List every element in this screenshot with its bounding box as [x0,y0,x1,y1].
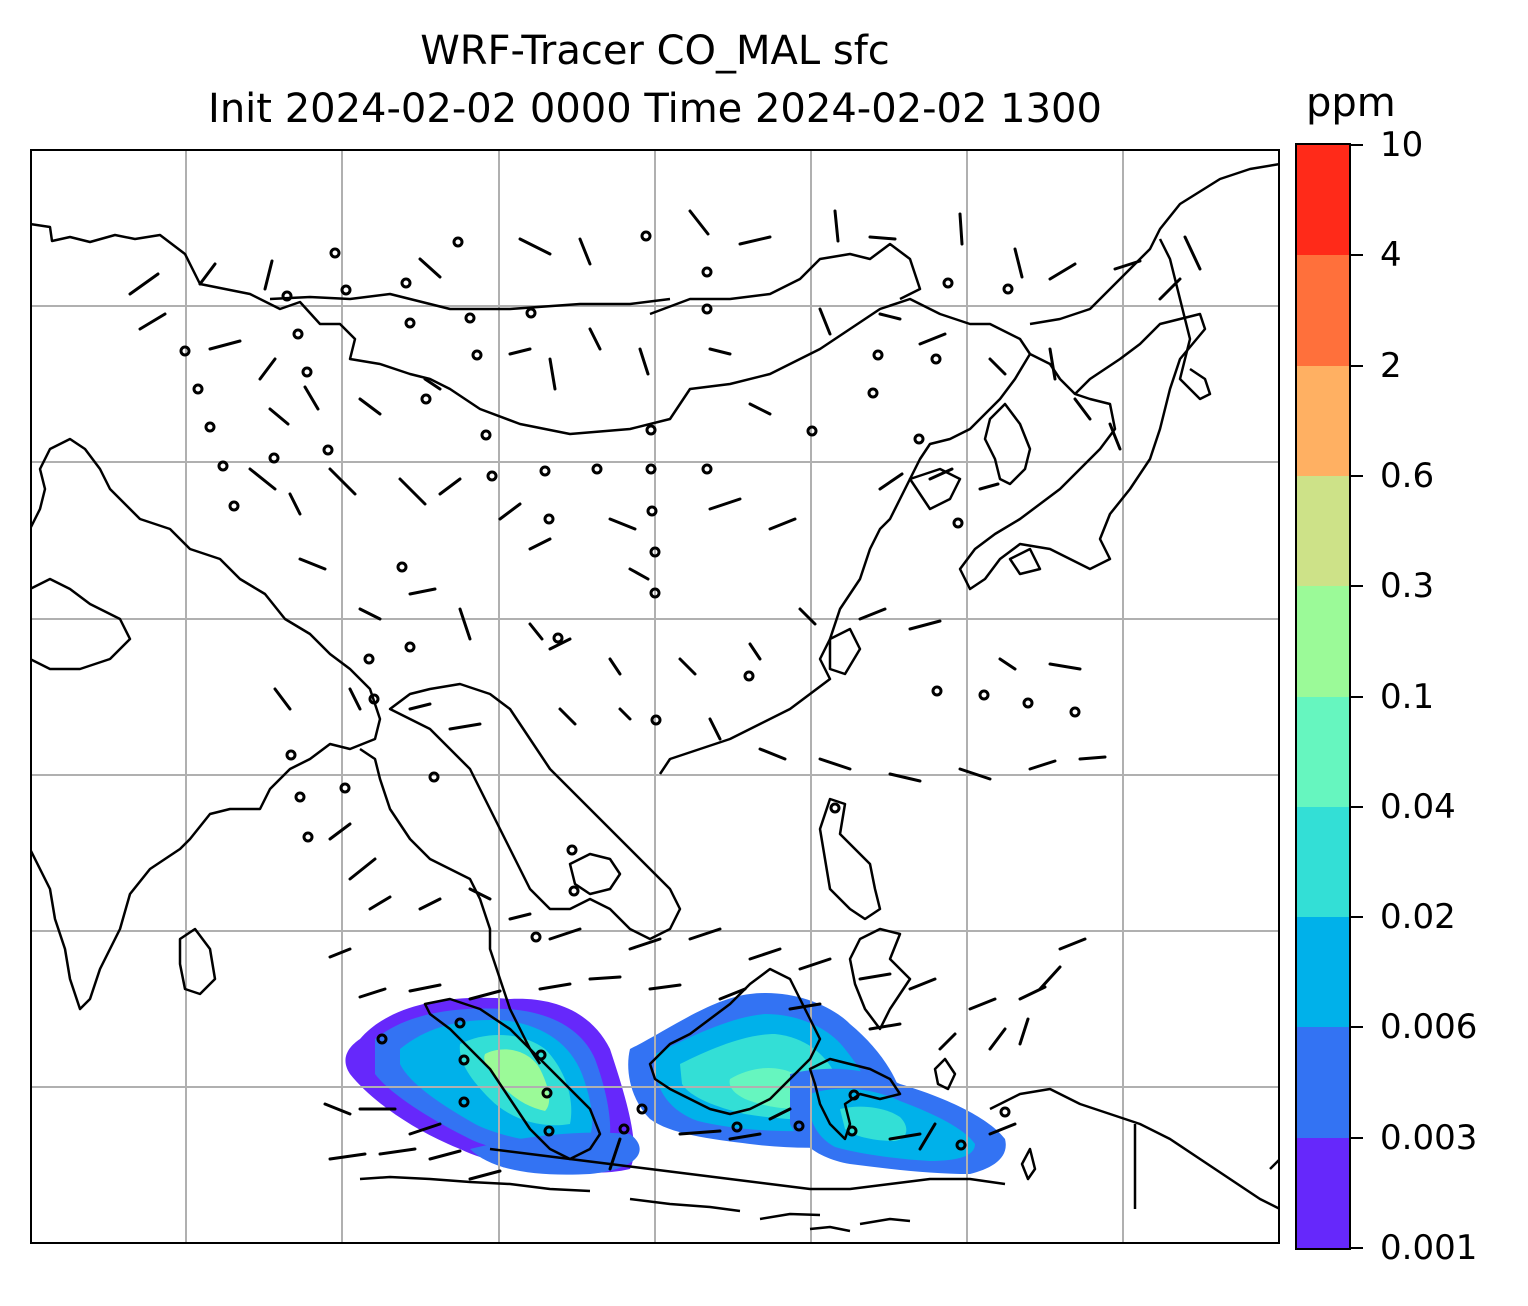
colorbar-segment [1297,585,1349,697]
map-frame [30,149,1280,1244]
colorbar-tick [1351,254,1363,257]
colorbar-tick-label: 0.6 [1380,455,1435,496]
colorbar-tick [1351,585,1363,588]
colorbar-segment [1297,474,1349,587]
calm-wind-markers [179,230,1081,1151]
colorbar-tick-label: 4 [1380,235,1402,276]
colorbar-tick [1351,916,1363,919]
colorbar [1295,143,1351,1250]
colorbar-segment [1297,1026,1349,1138]
coastlines [30,162,1280,1233]
wind-barbs [128,209,1202,1181]
tracer-shading [345,993,1006,1175]
colorbar-tick-label: 0.1 [1380,676,1435,717]
colorbar-tick-label: 0.006 [1380,1007,1478,1048]
colorbar-segment [1297,916,1349,1028]
colorbar-tick [1351,474,1363,477]
plot-title: WRF-Tracer CO_MAL sfc [420,28,890,74]
colorbar-tick-label: 2 [1380,345,1402,386]
plot-subtitle: Init 2024-02-02 0000 Time 2024-02-02 130… [208,86,1102,132]
colorbar-tick [1351,364,1363,367]
colorbar-tick-label: 0.003 [1380,1117,1478,1158]
colorbar-segment [1297,254,1349,366]
colorbar-tick [1351,805,1363,808]
colorbar-segment [1297,805,1349,918]
colorbar-unit: ppm [1306,80,1396,126]
colorbar-segment [1297,364,1349,476]
colorbar-tick [1351,1136,1363,1139]
colorbar-tick-label: 0.3 [1380,566,1435,607]
colorbar-tick-label: 0.02 [1380,897,1456,938]
colorbar-tick [1351,1247,1363,1249]
map-panel [30,149,1280,1244]
colorbar-tick-label: 0.001 [1380,1228,1478,1268]
colorbar-tick [1351,144,1363,146]
colorbar-tick-label: 0.04 [1380,786,1456,827]
colorbar-segment [1297,695,1349,807]
colorbar-tick [1351,1026,1363,1029]
colorbar-segment [1297,145,1349,256]
colorbar-segment [1297,1136,1349,1248]
colorbar-tick [1351,695,1363,698]
gridlines [30,149,1280,1244]
colorbar-tick-label: 10 [1380,125,1424,165]
